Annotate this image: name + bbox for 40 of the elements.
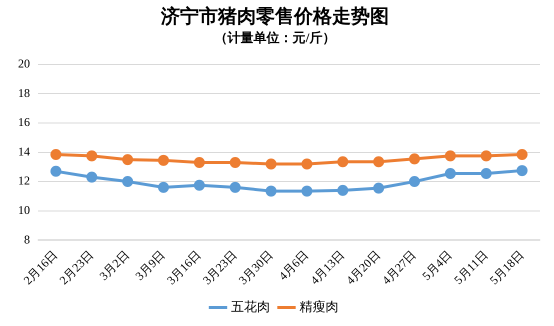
point — [194, 180, 205, 191]
y-tick-label: 10 — [18, 202, 30, 217]
point — [194, 157, 205, 168]
point — [373, 182, 384, 194]
point — [158, 182, 169, 193]
point — [373, 156, 384, 168]
point — [266, 158, 277, 170]
legend-label: 五花肉 — [231, 298, 270, 314]
point — [86, 172, 98, 183]
point — [122, 154, 134, 166]
point — [516, 148, 528, 160]
point — [480, 150, 492, 162]
y-tick-label: 18 — [18, 86, 30, 100]
point — [158, 154, 169, 166]
point — [266, 186, 277, 197]
point — [122, 176, 134, 188]
point — [230, 157, 241, 168]
point — [301, 186, 312, 197]
y-tick-label: 20 — [18, 56, 30, 71]
point — [301, 158, 312, 170]
point — [86, 150, 98, 162]
point — [516, 165, 528, 176]
chart-title: 济宁市猪肉零售价格走势图 — [160, 5, 389, 28]
y-tick-label: 16 — [18, 115, 30, 130]
x-tick-label: 3月2日 — [96, 248, 132, 284]
point — [230, 182, 241, 193]
point — [480, 168, 492, 179]
point — [337, 156, 348, 168]
point — [50, 148, 62, 160]
legend-label: 精瘦肉 — [300, 298, 338, 314]
point — [50, 166, 62, 177]
chart-subtitle: （计量单位：元/斤） — [214, 30, 336, 45]
point — [409, 176, 420, 188]
point — [444, 168, 456, 179]
point — [409, 153, 420, 164]
y-tick-label: 14 — [18, 144, 30, 158]
y-tick-label: 12 — [18, 174, 30, 188]
point — [337, 184, 348, 196]
point — [444, 150, 456, 162]
y-tick-label: 8 — [24, 232, 30, 246]
